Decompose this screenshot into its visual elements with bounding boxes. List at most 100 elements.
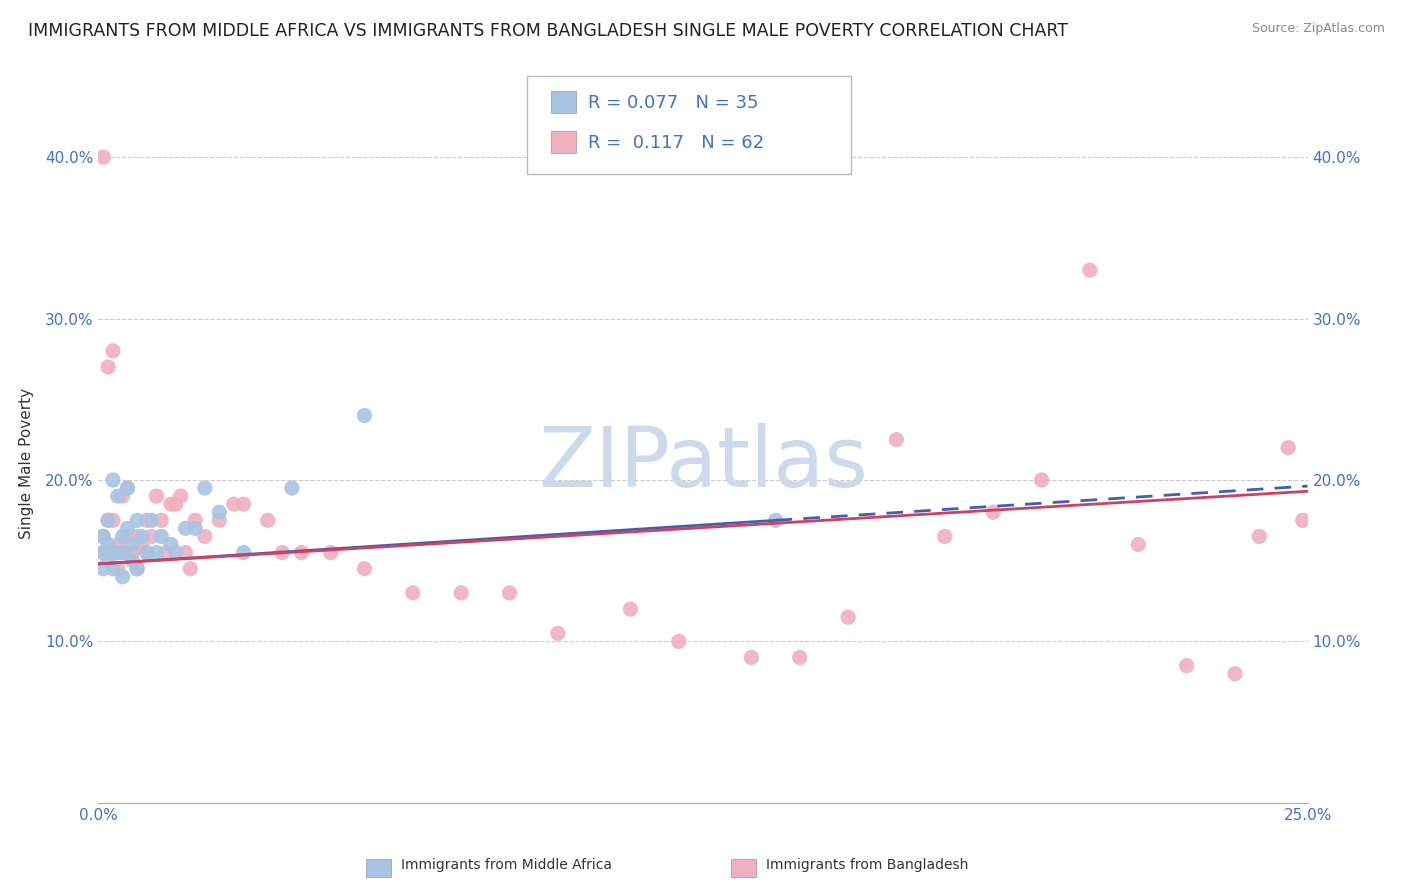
Point [121,546,143,560]
Point [498,586,520,600]
Point [91,562,114,576]
Point [271,546,294,560]
Point [91,529,114,543]
Point [111,489,134,503]
Point [169,489,191,503]
Point [1292,513,1315,527]
Point [208,513,231,527]
Point [1249,529,1271,543]
Point [256,513,278,527]
Point [91,150,114,164]
Point [91,546,114,560]
Point [174,521,197,535]
Point [107,537,129,551]
Point [107,562,129,576]
Point [194,529,217,543]
Point [184,521,207,535]
Text: R =  0.117   N = 62: R = 0.117 N = 62 [588,134,763,152]
Point [121,554,143,568]
Point [145,546,167,560]
Point [402,586,425,600]
Point [886,433,908,447]
Text: Immigrants from Middle Africa: Immigrants from Middle Africa [401,858,612,872]
Text: ZIPatlas: ZIPatlas [538,424,868,504]
Point [353,562,375,576]
Point [107,489,129,503]
Point [179,562,201,576]
Point [1031,473,1053,487]
Point [981,505,1004,519]
Point [281,481,304,495]
Point [1223,666,1246,681]
Point [127,562,149,576]
Point [107,546,129,560]
Point [121,546,143,560]
Point [934,529,956,543]
Point [184,513,207,527]
Point [101,546,124,560]
Point [1078,263,1101,277]
Point [111,529,134,543]
Point [1277,441,1299,455]
Point [127,529,149,543]
Point [131,529,153,543]
Point [111,546,134,560]
Point [121,537,143,551]
Point [160,537,183,551]
Point [111,570,134,584]
Point [150,513,173,527]
Point [150,529,173,543]
Point [117,521,139,535]
Point [97,554,120,568]
Point [101,546,124,560]
Point [97,513,120,527]
Point [101,473,124,487]
Point [319,546,342,560]
Point [208,505,231,519]
Point [232,497,254,511]
Point [789,650,811,665]
Point [765,513,787,527]
Point [107,546,129,560]
Point [117,481,139,495]
Point [135,546,157,560]
Point [145,489,167,503]
Point [222,497,245,511]
Point [97,546,120,560]
Point [165,546,187,560]
Point [290,546,312,560]
Point [353,409,375,423]
Point [111,546,134,560]
Point [117,529,139,543]
Point [668,634,690,648]
Point [127,562,149,576]
Text: R = 0.077   N = 35: R = 0.077 N = 35 [588,94,758,112]
Point [131,537,153,551]
Point [97,359,120,374]
Point [619,602,641,616]
Point [101,343,124,358]
Y-axis label: Single Male Poverty: Single Male Poverty [18,388,34,540]
Point [232,546,254,560]
Point [135,513,157,527]
Point [837,610,859,624]
Point [141,529,163,543]
Point [135,546,157,560]
Point [97,537,120,551]
Point [174,546,197,560]
Point [141,513,163,527]
Point [1128,537,1150,551]
Point [97,513,120,527]
Point [165,497,187,511]
Point [155,546,177,560]
Point [547,626,569,640]
Point [1175,658,1198,673]
Point [101,562,124,576]
Point [91,529,114,543]
Point [450,586,472,600]
Text: Immigrants from Bangladesh: Immigrants from Bangladesh [766,858,969,872]
Point [101,513,124,527]
Point [740,650,762,665]
Point [91,546,114,560]
Point [194,481,217,495]
